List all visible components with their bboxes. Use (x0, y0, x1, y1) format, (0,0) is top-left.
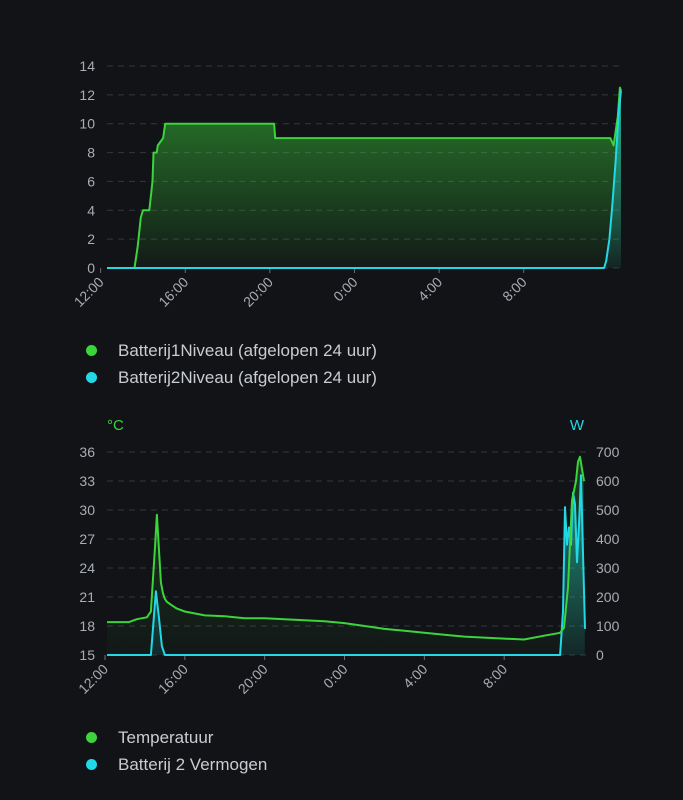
y-tick-label-5: 10 (79, 116, 95, 132)
x-tick-label-1: 20:00 (240, 274, 276, 310)
legend-label-temperatuur: Temperatuur (118, 727, 214, 747)
legend-label-batterij2: Batterij2Niveau (afgelopen 24 uur) (118, 367, 377, 387)
y-left-tick-label-6: 33 (79, 473, 95, 489)
battery-level-chart: 0 2 4 6 8 10 12 14 16:00 20:00 0:00 4:00 8:00 12:00 B… (0, 40, 683, 410)
y-left-tick-label-1: 18 (79, 618, 95, 634)
y-right-tick-label-1: 100 (596, 618, 620, 634)
y-right-tick-label-4: 400 (596, 531, 620, 547)
y-right-tick-label-3: 300 (596, 560, 620, 576)
y-tick-label-2: 4 (87, 202, 95, 218)
y-right-tick-label-6: 600 (596, 473, 620, 489)
y-tick-label-3: 6 (87, 173, 95, 189)
x-tick-label-5: 12:00 (75, 661, 111, 697)
series-area-temperature (107, 456, 584, 655)
legend-label-batterij1: Batterij1Niveau (afgelopen 24 uur) (118, 340, 377, 360)
legend-label-batterij2-vermogen: Batterij 2 Vermogen (118, 754, 268, 774)
y-tick-label-7: 14 (79, 58, 95, 74)
battery-level-plot: 0 2 4 6 8 10 12 14 16:00 20:00 0:00 4:00 8:00 12:00 (71, 58, 622, 310)
x-tick-label-4: 8:00 (499, 274, 530, 305)
y-left-tick-label-4: 27 (79, 531, 95, 547)
y-tick-label-4: 8 (87, 145, 95, 161)
y-right-tick-label-0: 0 (596, 647, 604, 663)
temperature-power-legend: Temperatuur Batterij 2 Vermogen (86, 724, 267, 778)
y-tick-label-1: 2 (87, 231, 95, 247)
x-tick-label-1: 20:00 (235, 661, 271, 697)
y-right-unit-label: W (570, 417, 585, 434)
legend-item-batterij2[interactable]: Batterij2Niveau (afgelopen 24 uur) (86, 364, 377, 391)
x-tick-label-3: 4:00 (415, 274, 446, 305)
y-left-unit-label: °C (107, 417, 124, 434)
y-left-tick-label-3: 24 (79, 560, 95, 576)
legend-dot-temperatuur (86, 732, 97, 743)
y-tick-label-0: 0 (87, 260, 95, 276)
legend-item-batterij2-vermogen[interactable]: Batterij 2 Vermogen (86, 751, 267, 778)
y-right-tick-label-2: 200 (596, 589, 620, 605)
x-tick-label-4: 8:00 (480, 661, 511, 692)
y-left-tick-label-7: 36 (79, 444, 95, 460)
x-tick-label-2: 0:00 (330, 274, 361, 305)
legend-dot-batterij2 (86, 372, 97, 383)
y-tick-label-6: 12 (79, 87, 95, 103)
x-tick-label-2: 0:00 (320, 661, 351, 692)
x-tick-label-3: 4:00 (400, 661, 431, 692)
series-line-temperature (107, 455, 585, 641)
series-line-power (107, 474, 586, 656)
y-left-tick-label-0: 15 (79, 647, 95, 663)
x-tick-label-0: 16:00 (155, 661, 191, 697)
x-tick-label-0: 16:00 (155, 274, 191, 310)
y-left-tick-label-5: 30 (79, 502, 95, 518)
x-tick-label-5: 12:00 (71, 274, 107, 310)
legend-item-batterij1[interactable]: Batterij1Niveau (afgelopen 24 uur) (86, 337, 377, 364)
series-line-2 (107, 90, 622, 269)
series-area-1 (107, 87, 621, 268)
temperature-power-plot: °C W 15 18 21 24 27 30 33 36 0 100 200 300 400 500 600 70… (75, 417, 620, 697)
legend-dot-batterij2-vermogen (86, 759, 97, 770)
legend-item-temperatuur[interactable]: Temperatuur (86, 724, 267, 751)
legend-dot-batterij1 (86, 345, 97, 356)
y-right-tick-label-7: 700 (596, 444, 620, 460)
y-left-tick-label-2: 21 (79, 589, 95, 605)
y-right-tick-label-5: 500 (596, 502, 620, 518)
battery-level-legend: Batterij1Niveau (afgelopen 24 uur) Batte… (86, 337, 377, 391)
temperature-power-chart: °C W 15 18 21 24 27 30 33 36 0 100 200 300 400 500 600 70… (0, 405, 683, 800)
series-line-1 (107, 86, 622, 269)
